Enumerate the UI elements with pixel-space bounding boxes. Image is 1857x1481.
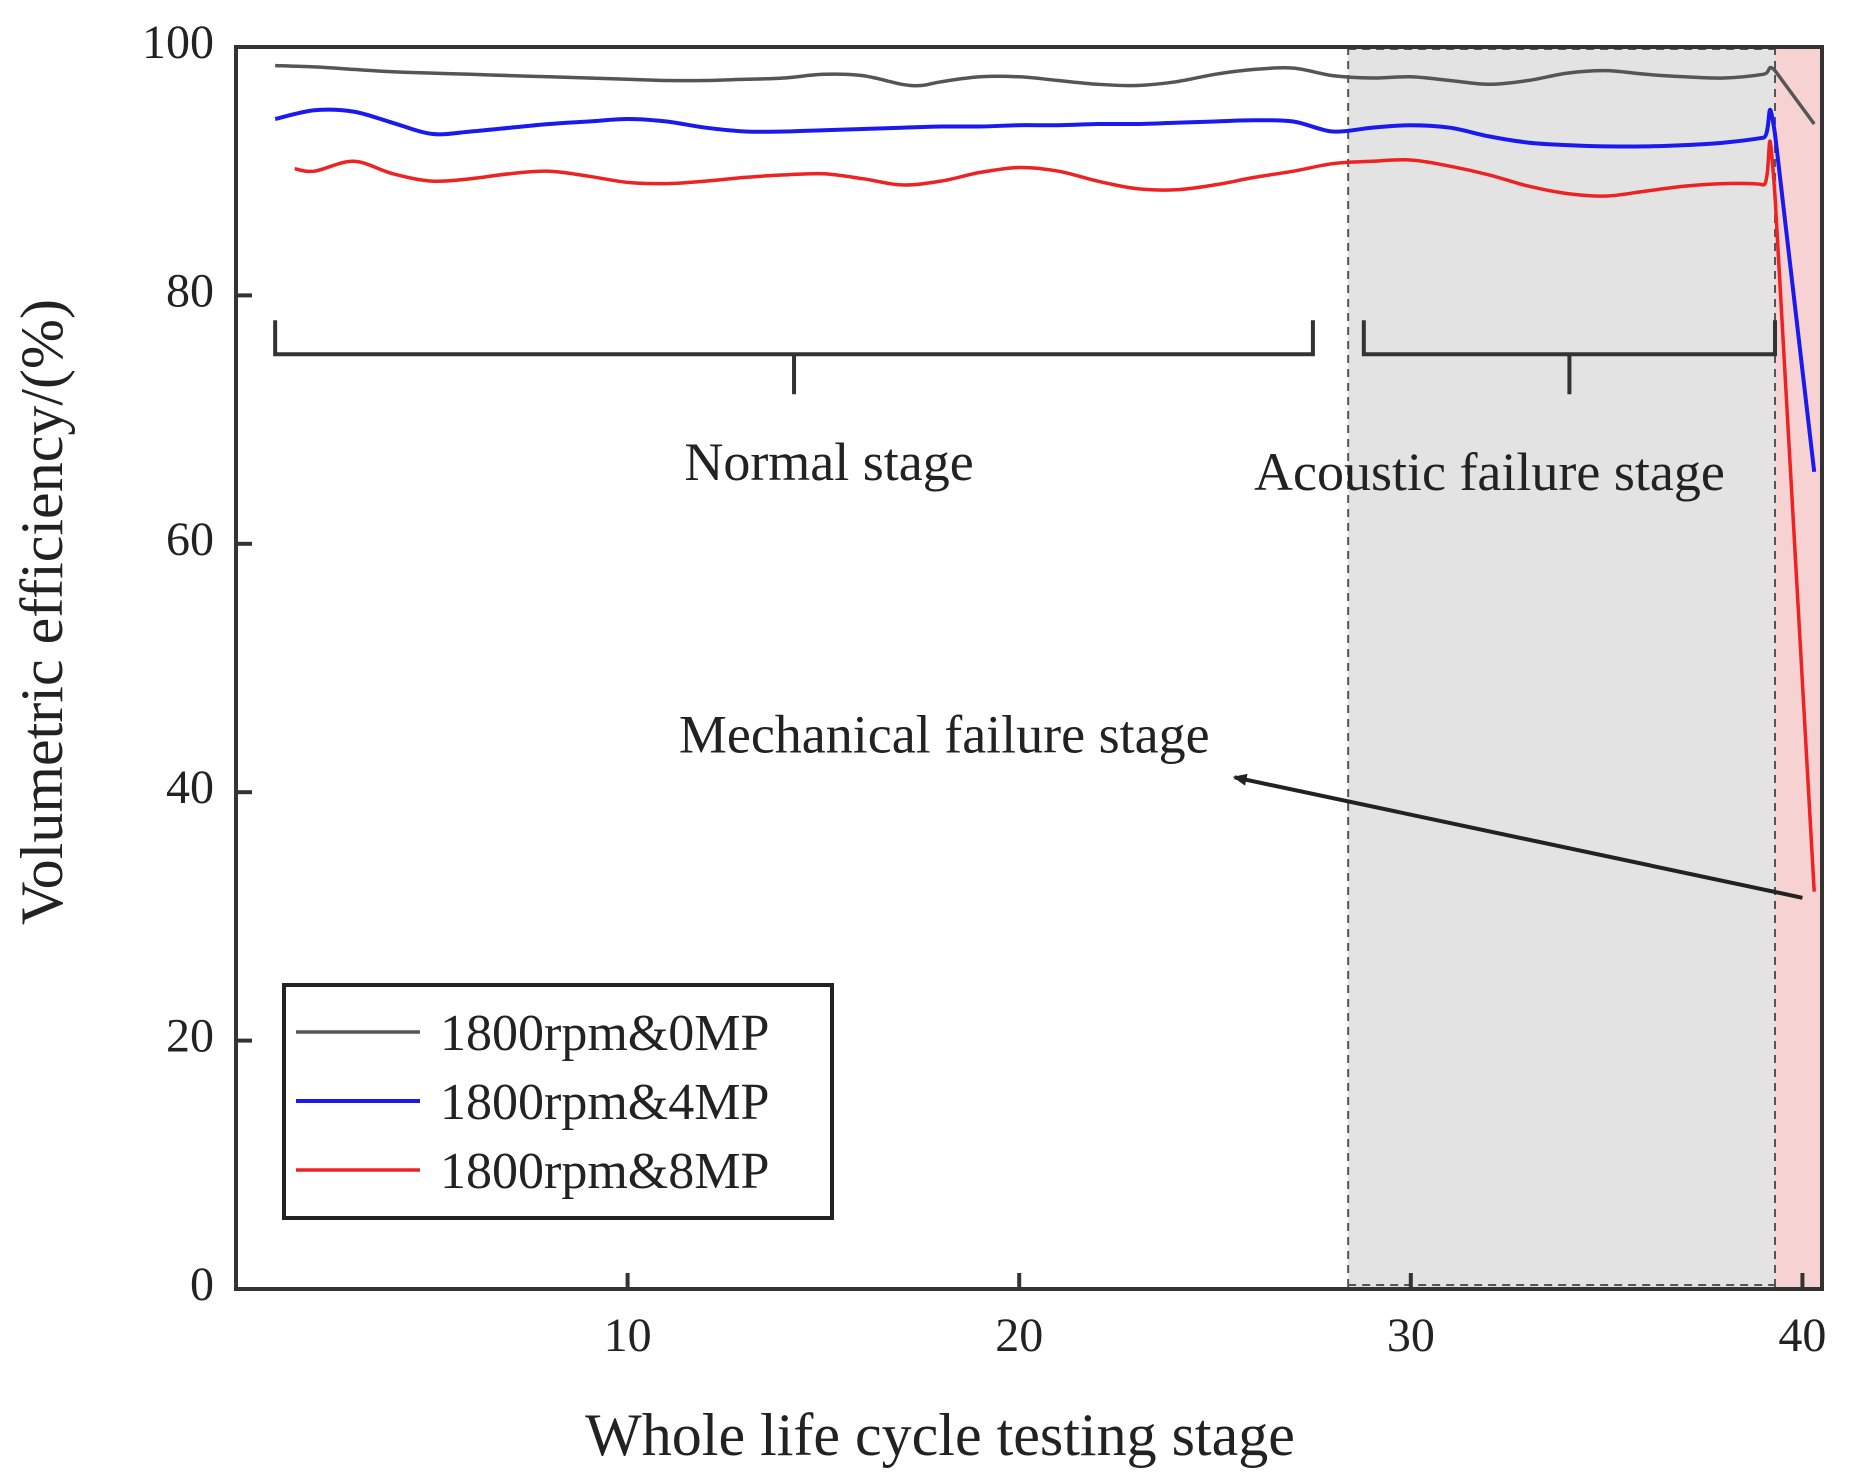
legend: 1800rpm&0MP 1800rpm&4MP 1800rpm&8MP <box>282 983 834 1220</box>
series-group <box>274 63 1817 892</box>
stage-annotations: Normal stage Acoustic failure stage Mech… <box>273 320 1803 900</box>
y-tick-label: 20 <box>166 1010 214 1063</box>
acoustic-stage-bracket <box>1361 320 1778 395</box>
series-line-1800rpm-4mp <box>274 107 1817 473</box>
y-tick-label: 100 <box>142 16 214 69</box>
y-tick-label: 0 <box>190 1258 214 1311</box>
y-tick-label: 60 <box>166 513 214 566</box>
normal-stage-bracket <box>273 320 1315 395</box>
x-axis: 10 20 30 40 <box>604 1273 1826 1362</box>
legend-label: 1800rpm&4MP <box>440 1074 769 1131</box>
y-axis: 0 20 40 60 80 100 <box>142 16 252 1311</box>
x-tick-label: 20 <box>995 1309 1043 1362</box>
x-axis-title: Whole life cycle testing stage <box>585 1402 1295 1468</box>
plot-frame <box>234 45 1824 1291</box>
x-tick-label: 40 <box>1778 1309 1826 1362</box>
legend-label: 1800rpm&8MP <box>440 1143 769 1200</box>
mechanical-stage-label: Mechanical failure stage <box>679 704 1210 764</box>
acoustic-failure-region <box>1348 47 1776 1289</box>
mechanical-failure-region <box>1775 47 1822 1289</box>
x-tick-label: 30 <box>1387 1309 1435 1362</box>
y-tick-label: 40 <box>166 761 214 814</box>
stage-regions <box>1347 47 1822 1289</box>
series-line-1800rpm-0mp <box>275 63 1816 126</box>
y-tick-label: 80 <box>166 264 214 317</box>
acoustic-stage-label: Acoustic failure stage <box>1254 442 1725 502</box>
normal-stage-label: Normal stage <box>684 432 973 492</box>
y-axis-title: Volumetric efficiency/(%) <box>9 299 75 925</box>
x-tick-label: 10 <box>604 1309 652 1362</box>
mechanical-stage-arrow <box>1232 773 1803 900</box>
legend-label: 1800rpm&0MP <box>440 1005 769 1062</box>
series-line-1800rpm-8mp <box>294 139 1816 892</box>
